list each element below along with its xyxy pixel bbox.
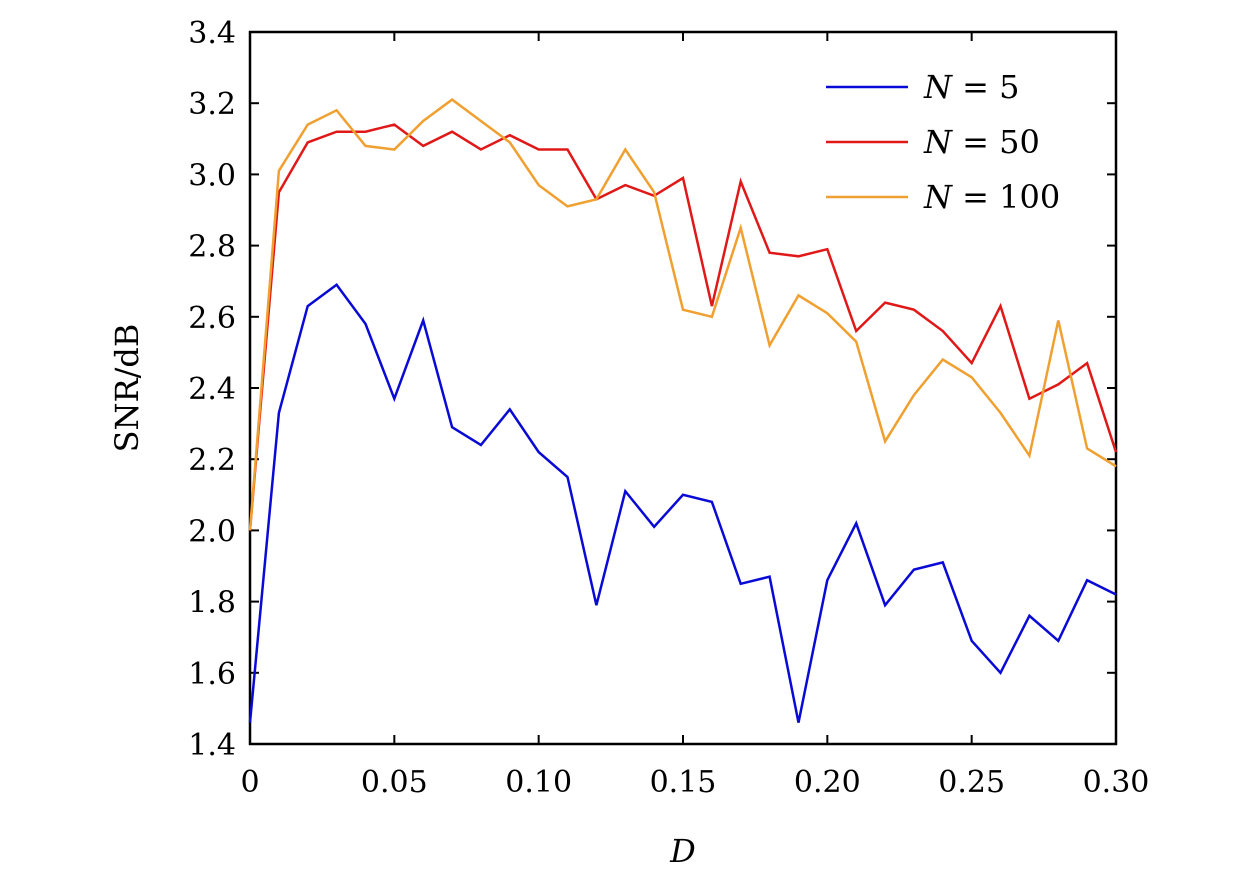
series-lines [248, 98, 1118, 723]
legend-value: = 100 [952, 178, 1060, 216]
legend-value: = 50 [952, 123, 1040, 161]
x-tick-label: 0.20 [794, 765, 861, 800]
x-tick-label: 0.30 [1083, 765, 1150, 800]
legend-label-0: N = 5 [923, 68, 1020, 106]
x-tick-label: 0.15 [650, 765, 717, 800]
legend-var: N [923, 178, 953, 216]
y-tick-label: 1.4 [188, 728, 236, 763]
legend-var: N [923, 123, 953, 161]
x-tick-label: 0 [240, 765, 259, 800]
x-tick-label: 0.25 [938, 765, 1005, 800]
series-line-1 [248, 123, 1118, 531]
legend-var: N [923, 68, 953, 106]
y-tick-label: 1.8 [188, 586, 236, 621]
x-tick-label: 0.05 [361, 765, 428, 800]
y-axis-label: SNR/dB [108, 324, 146, 453]
legend: N = 5N = 50N = 100 [826, 68, 1060, 216]
y-tick-label: 2.0 [188, 514, 236, 549]
y-tick-label: 1.6 [188, 657, 236, 692]
x-tick-label: 0.10 [505, 765, 572, 800]
y-tick-label: 3.4 [188, 16, 236, 51]
y-tick-label: 2.8 [188, 230, 236, 265]
y-tick-label: 2.6 [188, 301, 236, 336]
y-tick-label: 3.2 [188, 87, 236, 122]
axis-ticks: 0 0.05 0.10 0.15 0.20 0.25 0.30 1.4 1.6 1.8 2.0 2.2… [188, 16, 1149, 800]
series-line-2 [248, 98, 1117, 531]
y-tick-label: 2.2 [188, 443, 236, 478]
series-line-0 [248, 283, 1117, 723]
y-tick-label: 3.0 [188, 158, 236, 193]
y-tick-label: 2.4 [188, 372, 236, 407]
legend-label-1: N = 50 [923, 123, 1040, 161]
x-axis-label: D [669, 832, 696, 870]
legend-value: = 5 [952, 68, 1020, 106]
legend-label-2: N = 100 [923, 178, 1060, 216]
